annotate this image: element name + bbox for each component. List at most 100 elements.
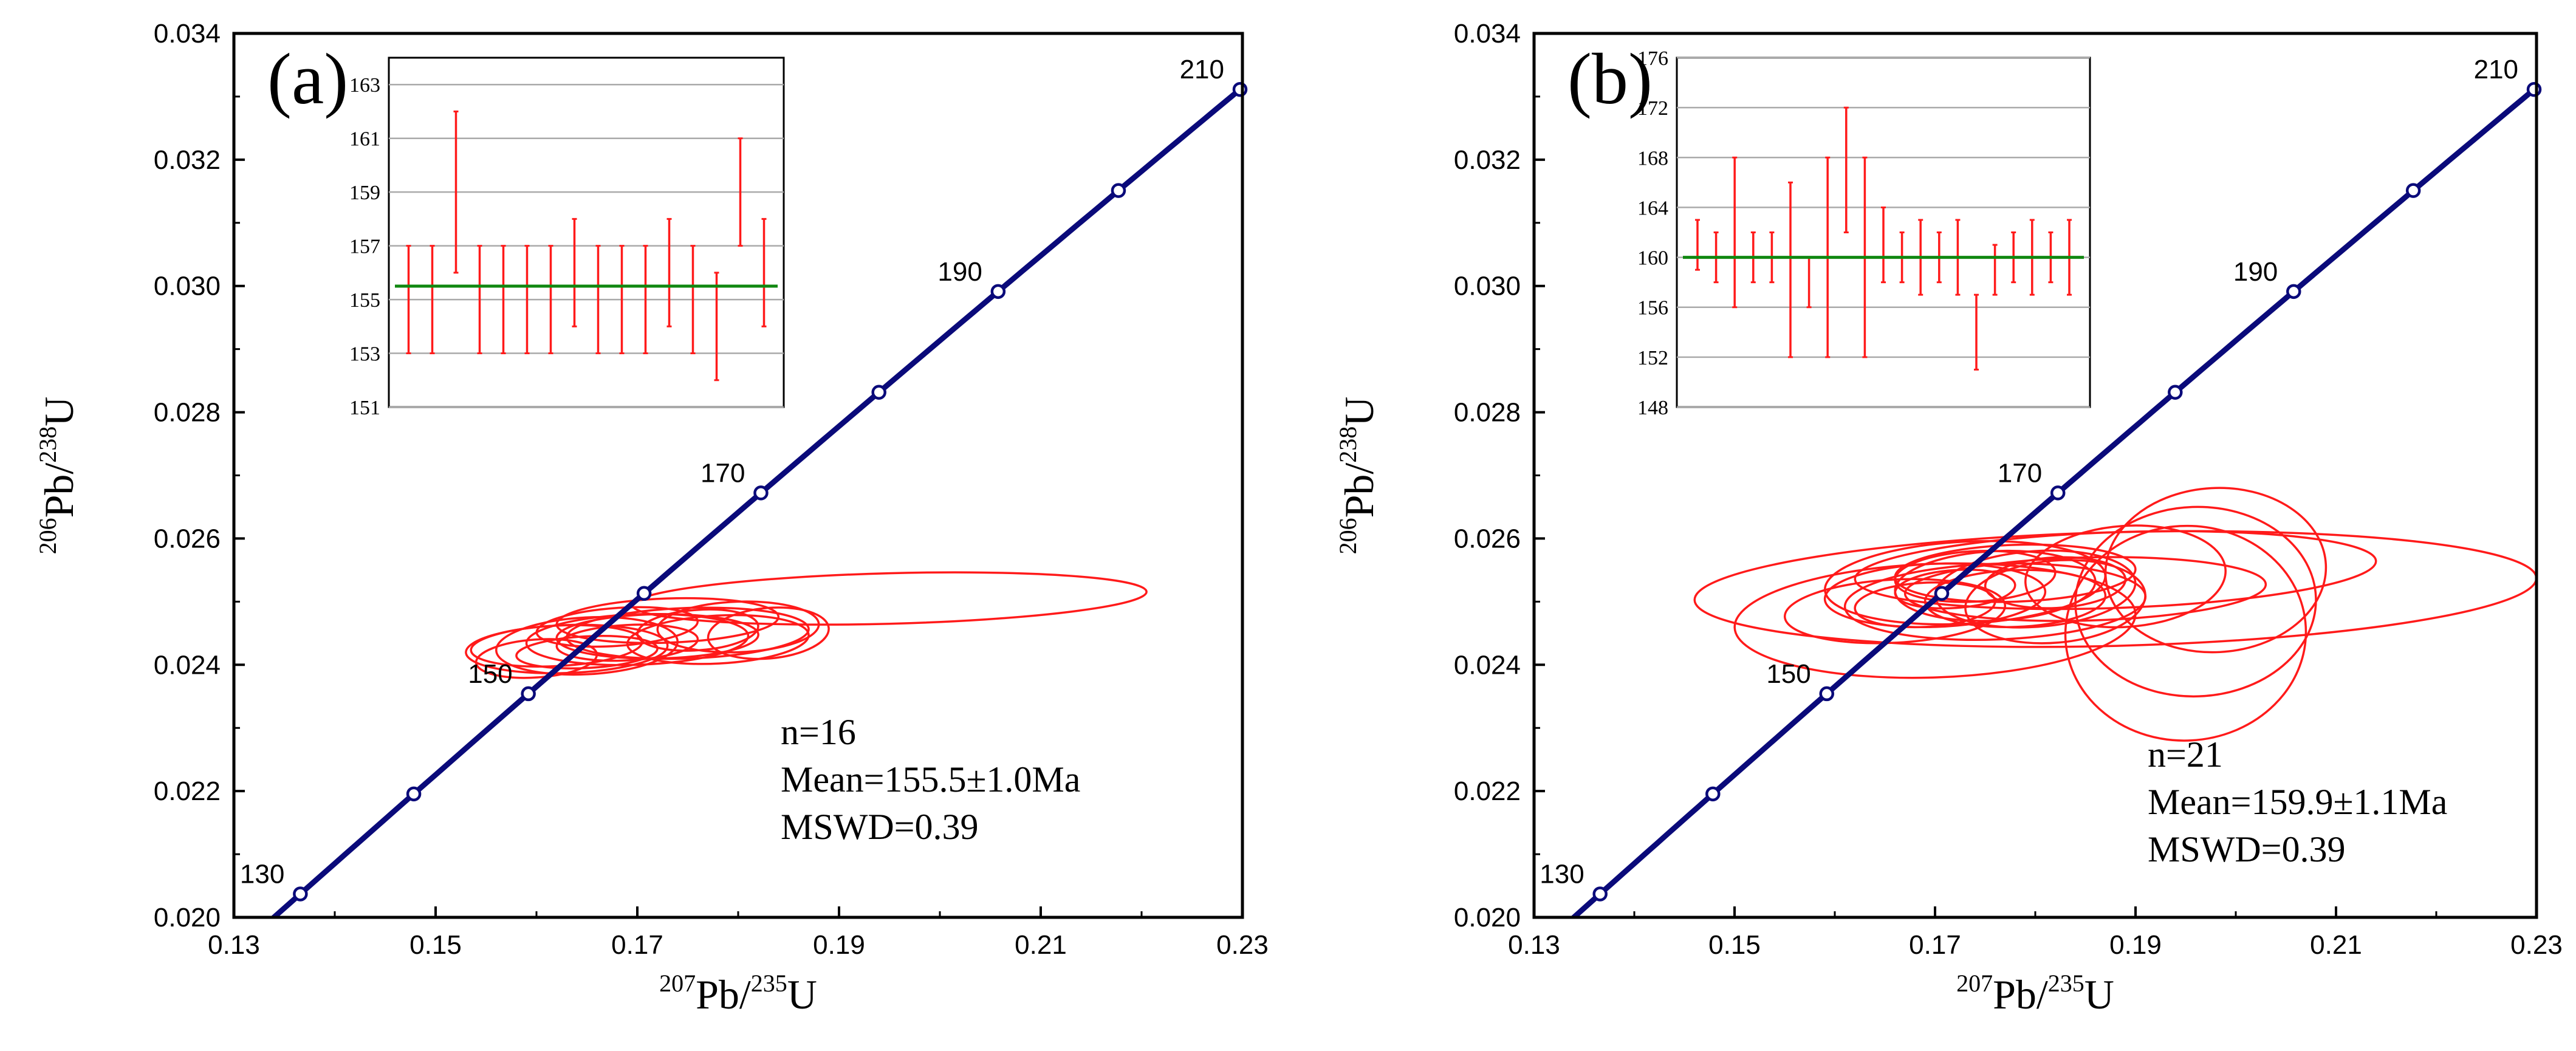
concordia-age-label: 130 [1540,859,1584,889]
concordia-age-label: 190 [937,257,982,287]
y-tick-label: 0.026 [154,524,221,553]
x-tick-label: 0.23 [2510,930,2563,960]
concordia-age-marker [871,385,886,400]
concordia-age-marker [1705,786,1721,802]
inset-y-tick-label: 155 [349,289,380,312]
concordia-age-marker [990,284,1006,300]
inset-y-tick-label: 176 [1637,47,1668,70]
concordia-age-label: 190 [2233,257,2278,287]
concordia-age-label: 170 [1998,458,2042,488]
y-tick-label: 0.028 [1454,398,1521,428]
x-tick-label: 0.17 [1909,930,1961,960]
concordia-age-marker [2050,485,2066,501]
y-tick-label: 0.020 [1454,903,1521,933]
error-ellipse [555,623,699,662]
concordia-age-marker [1934,586,1950,601]
concordia-age-marker [293,886,308,902]
x-tick-label: 0.23 [1216,930,1269,960]
y-tick-label: 0.032 [1454,145,1521,175]
inset-y-tick-label: 172 [1637,97,1668,120]
concordia-age-marker [636,586,652,601]
error-ellipse [1894,543,2137,603]
error-ellipse [2074,505,2317,698]
error-ellipse [1964,559,2146,645]
concordia-age-marker [1232,81,1248,97]
stats-mean: Mean=155.5±1.0Ma [781,759,1080,799]
y-tick-label: 0.022 [154,776,221,806]
error-ellipse [2104,487,2328,654]
y-axis-label: 206Pb/238U [34,397,82,555]
y-tick-label: 0.028 [154,398,221,428]
x-tick-label: 0.19 [813,930,865,960]
inset-y-tick-label: 156 [1637,297,1668,320]
y-tick-label: 0.024 [1454,650,1521,680]
panel-label: (a) [267,38,348,119]
inset-y-tick-label: 164 [1637,197,1668,219]
concordia-age-marker [753,485,769,501]
error-ellipse [1903,556,2267,622]
x-axis-label: 207Pb/235U [659,970,817,1018]
concordia-age-marker [521,686,536,702]
y-tick-label: 0.034 [154,19,221,49]
error-ellipse [707,606,830,660]
concordia-age-label: 150 [468,659,512,689]
inset-y-tick-label: 152 [1637,347,1668,369]
inset-y-tick-label: 157 [349,236,380,258]
error-ellipse [2064,524,2307,742]
concordia-age-marker [2168,385,2183,400]
x-tick-label: 0.21 [1015,930,1067,960]
inset-y-tick-label: 159 [349,182,380,204]
concordia-age-marker [2405,183,2421,198]
stats-mswd: MSWD=0.39 [781,807,979,847]
stats-mswd: MSWD=0.39 [2148,829,2346,869]
error-ellipse [555,597,780,645]
x-axis-label: 207Pb/235U [1956,970,2114,1018]
error-ellipse [626,614,810,665]
x-tick-label: 0.21 [2310,930,2362,960]
concordia-age-marker [1592,886,1608,902]
inset-y-tick-label: 153 [349,343,380,366]
concordia-age-label: 170 [701,458,745,488]
x-tick-label: 0.13 [1508,930,1560,960]
y-tick-label: 0.020 [154,903,221,933]
y-axis-label: 206Pb/238U [1334,397,1382,555]
concordia-age-marker [406,786,422,802]
concordia-age-label: 210 [2474,55,2518,84]
error-ellipse [474,638,598,679]
y-tick-label: 0.026 [1454,524,1521,553]
panel-a: 130 150 170 190 210 0.13 0.15 0.17 0.19 0.21 0.23 0… [34,19,1269,1018]
inset-age-plot: 148 152 156 160 164 168 172 176 [1637,47,2091,419]
x-tick-label: 0.17 [611,930,663,960]
x-tick-label: 0.15 [1708,930,1761,960]
y-tick-label: 0.030 [1454,272,1521,301]
inset-frame [388,56,785,408]
inset-age-plot: 151 153 155 157 159 161 163 [349,56,785,419]
stats-n: n=21 [2148,734,2223,775]
error-ellipse [1984,556,2127,609]
error-ellipses [1693,487,2537,742]
inset-y-tick-label: 148 [1637,397,1668,419]
y-tick-label: 0.022 [1454,776,1521,806]
concordia-age-label: 130 [240,859,284,889]
concordia-age-label: 210 [1180,55,1224,84]
inset-y-tick-label: 168 [1637,147,1668,169]
concordia-age-marker [2286,284,2301,300]
concordia-age-marker [1111,183,1126,198]
y-tick-label: 0.034 [1454,19,1521,49]
y-tick-label: 0.024 [154,650,221,680]
concordia-age-marker [1819,686,1834,702]
y-tick-label: 0.030 [154,272,221,301]
y-tick-label: 0.032 [154,145,221,175]
error-ellipse [495,616,679,676]
inset-y-tick-label: 161 [349,128,380,151]
inset-y-tick-label: 163 [349,74,380,97]
inset-y-tick-label: 160 [1637,247,1668,270]
panel-label: (b) [1567,38,1653,119]
x-tick-label: 0.19 [2109,930,2162,960]
x-tick-label: 0.15 [409,930,462,960]
error-ellipses [465,571,1148,679]
panel-b: 130 150 170 190 210 0.13 0.15 0.17 0.19 0.21 0.23 0… [1334,19,2563,1018]
inset-y-tick-label: 151 [349,397,380,419]
x-tick-label: 0.13 [208,930,260,960]
